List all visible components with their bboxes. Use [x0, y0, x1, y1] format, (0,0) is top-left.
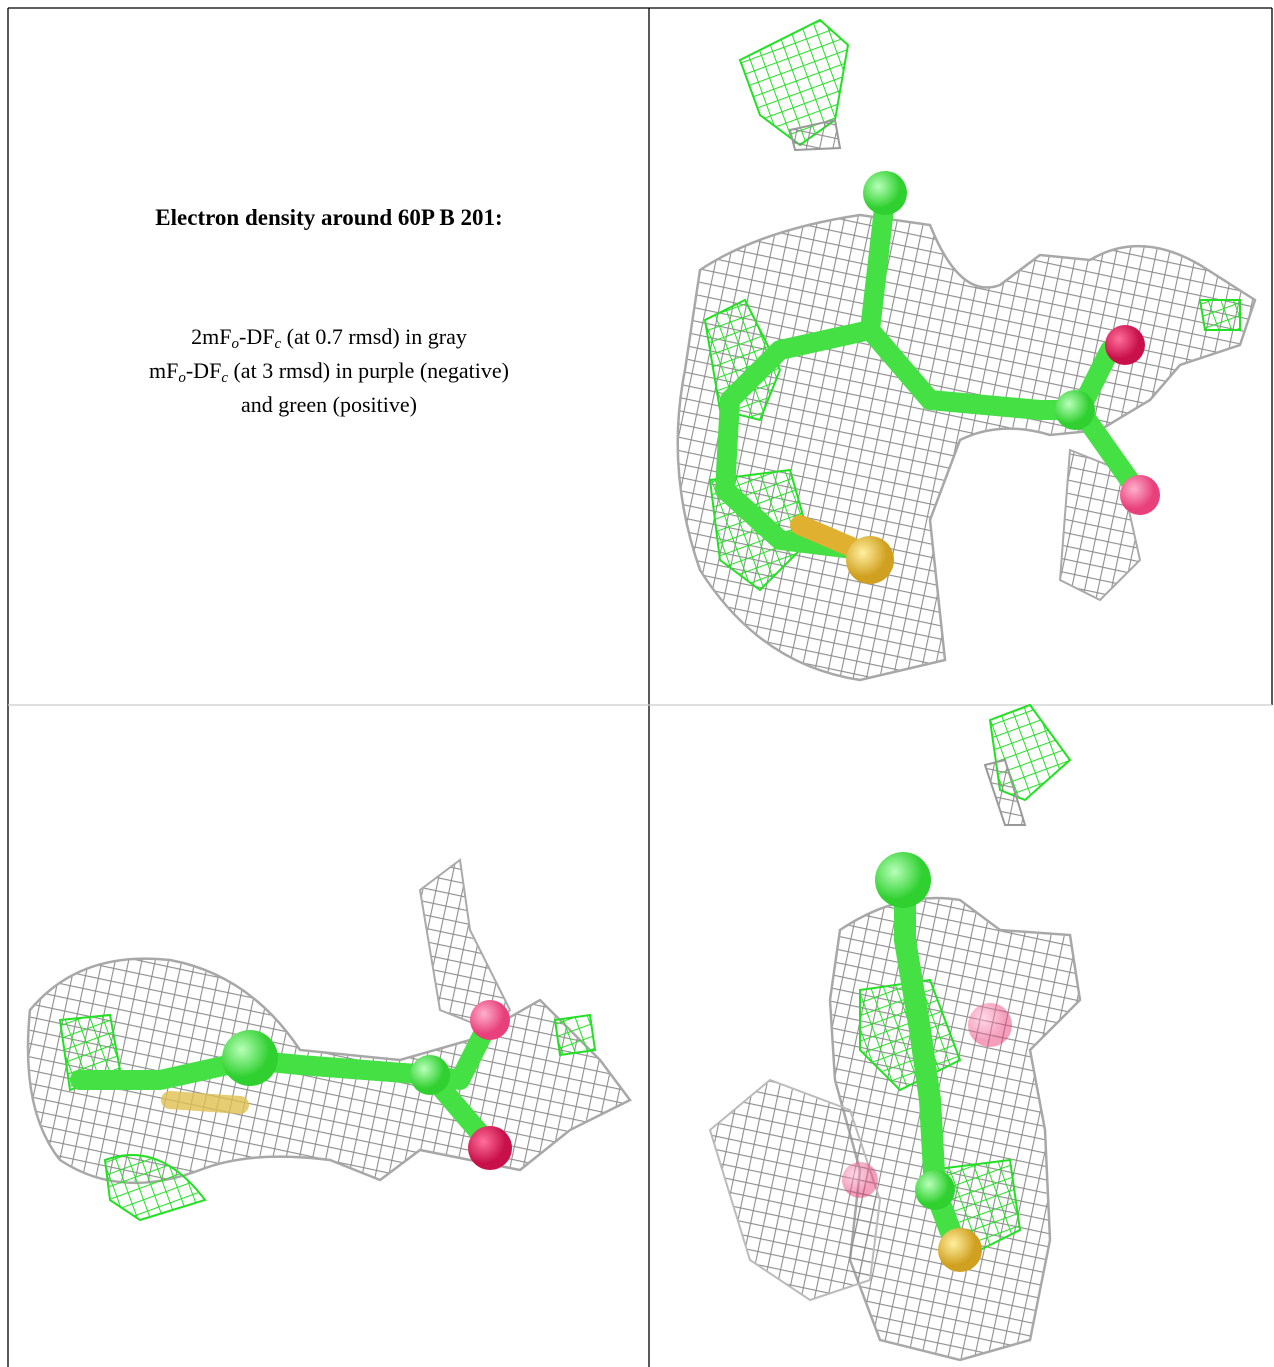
- caption-line: 2mFo-DFc (at 0.7 rmsd) in gray: [10, 320, 648, 354]
- density-view-3: [710, 705, 1080, 1360]
- caption-line: mFo-DFc (at 3 rmsd) in purple (negative): [10, 354, 648, 388]
- caption-text: (at 3 rmsd) in purple (negative): [228, 358, 509, 383]
- page: {"caption": {"title": "Electron density …: [0, 0, 1274, 1367]
- subscript: o: [232, 336, 240, 352]
- subscript: c: [221, 370, 228, 386]
- caption-text: -DF: [186, 358, 221, 383]
- caption-line: and green (positive): [10, 388, 648, 422]
- caption-text: mF: [149, 358, 178, 383]
- subscript: o: [178, 370, 186, 386]
- caption-title: Electron density around 60P B 201:: [10, 205, 648, 231]
- caption-text: -DF: [239, 324, 274, 349]
- caption-text: 2mF: [191, 324, 231, 349]
- caption-text: (at 0.7 rmsd) in gray: [281, 324, 467, 349]
- density-view-1: [678, 20, 1255, 680]
- density-view-2: [28, 860, 630, 1220]
- caption-text: and green (positive): [241, 392, 417, 417]
